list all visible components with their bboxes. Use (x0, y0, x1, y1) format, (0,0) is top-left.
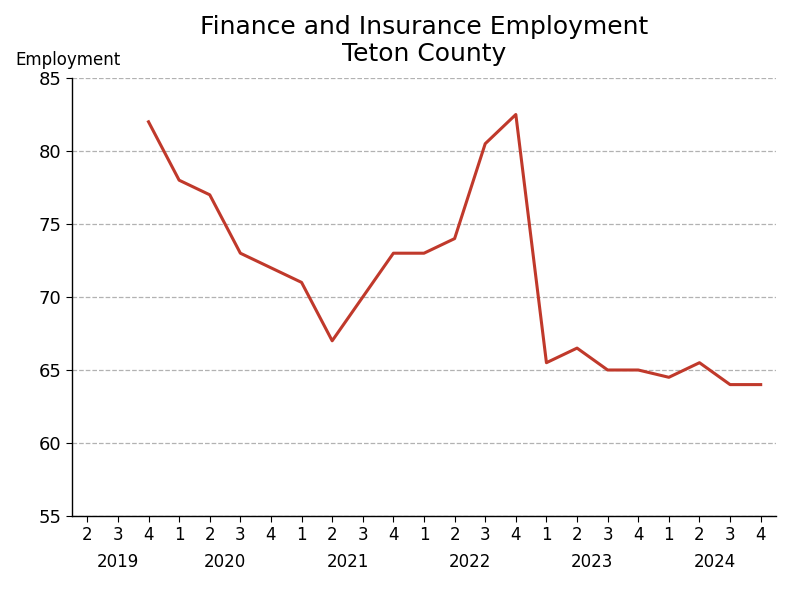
Text: 2020: 2020 (204, 553, 246, 571)
Text: 2023: 2023 (571, 553, 614, 571)
Text: 2019: 2019 (97, 553, 139, 571)
Title: Finance and Insurance Employment
Teton County: Finance and Insurance Employment Teton C… (200, 14, 648, 67)
Text: 2024: 2024 (694, 553, 736, 571)
Text: Employment: Employment (16, 51, 121, 69)
Text: 2022: 2022 (449, 553, 491, 571)
Text: 2021: 2021 (326, 553, 369, 571)
